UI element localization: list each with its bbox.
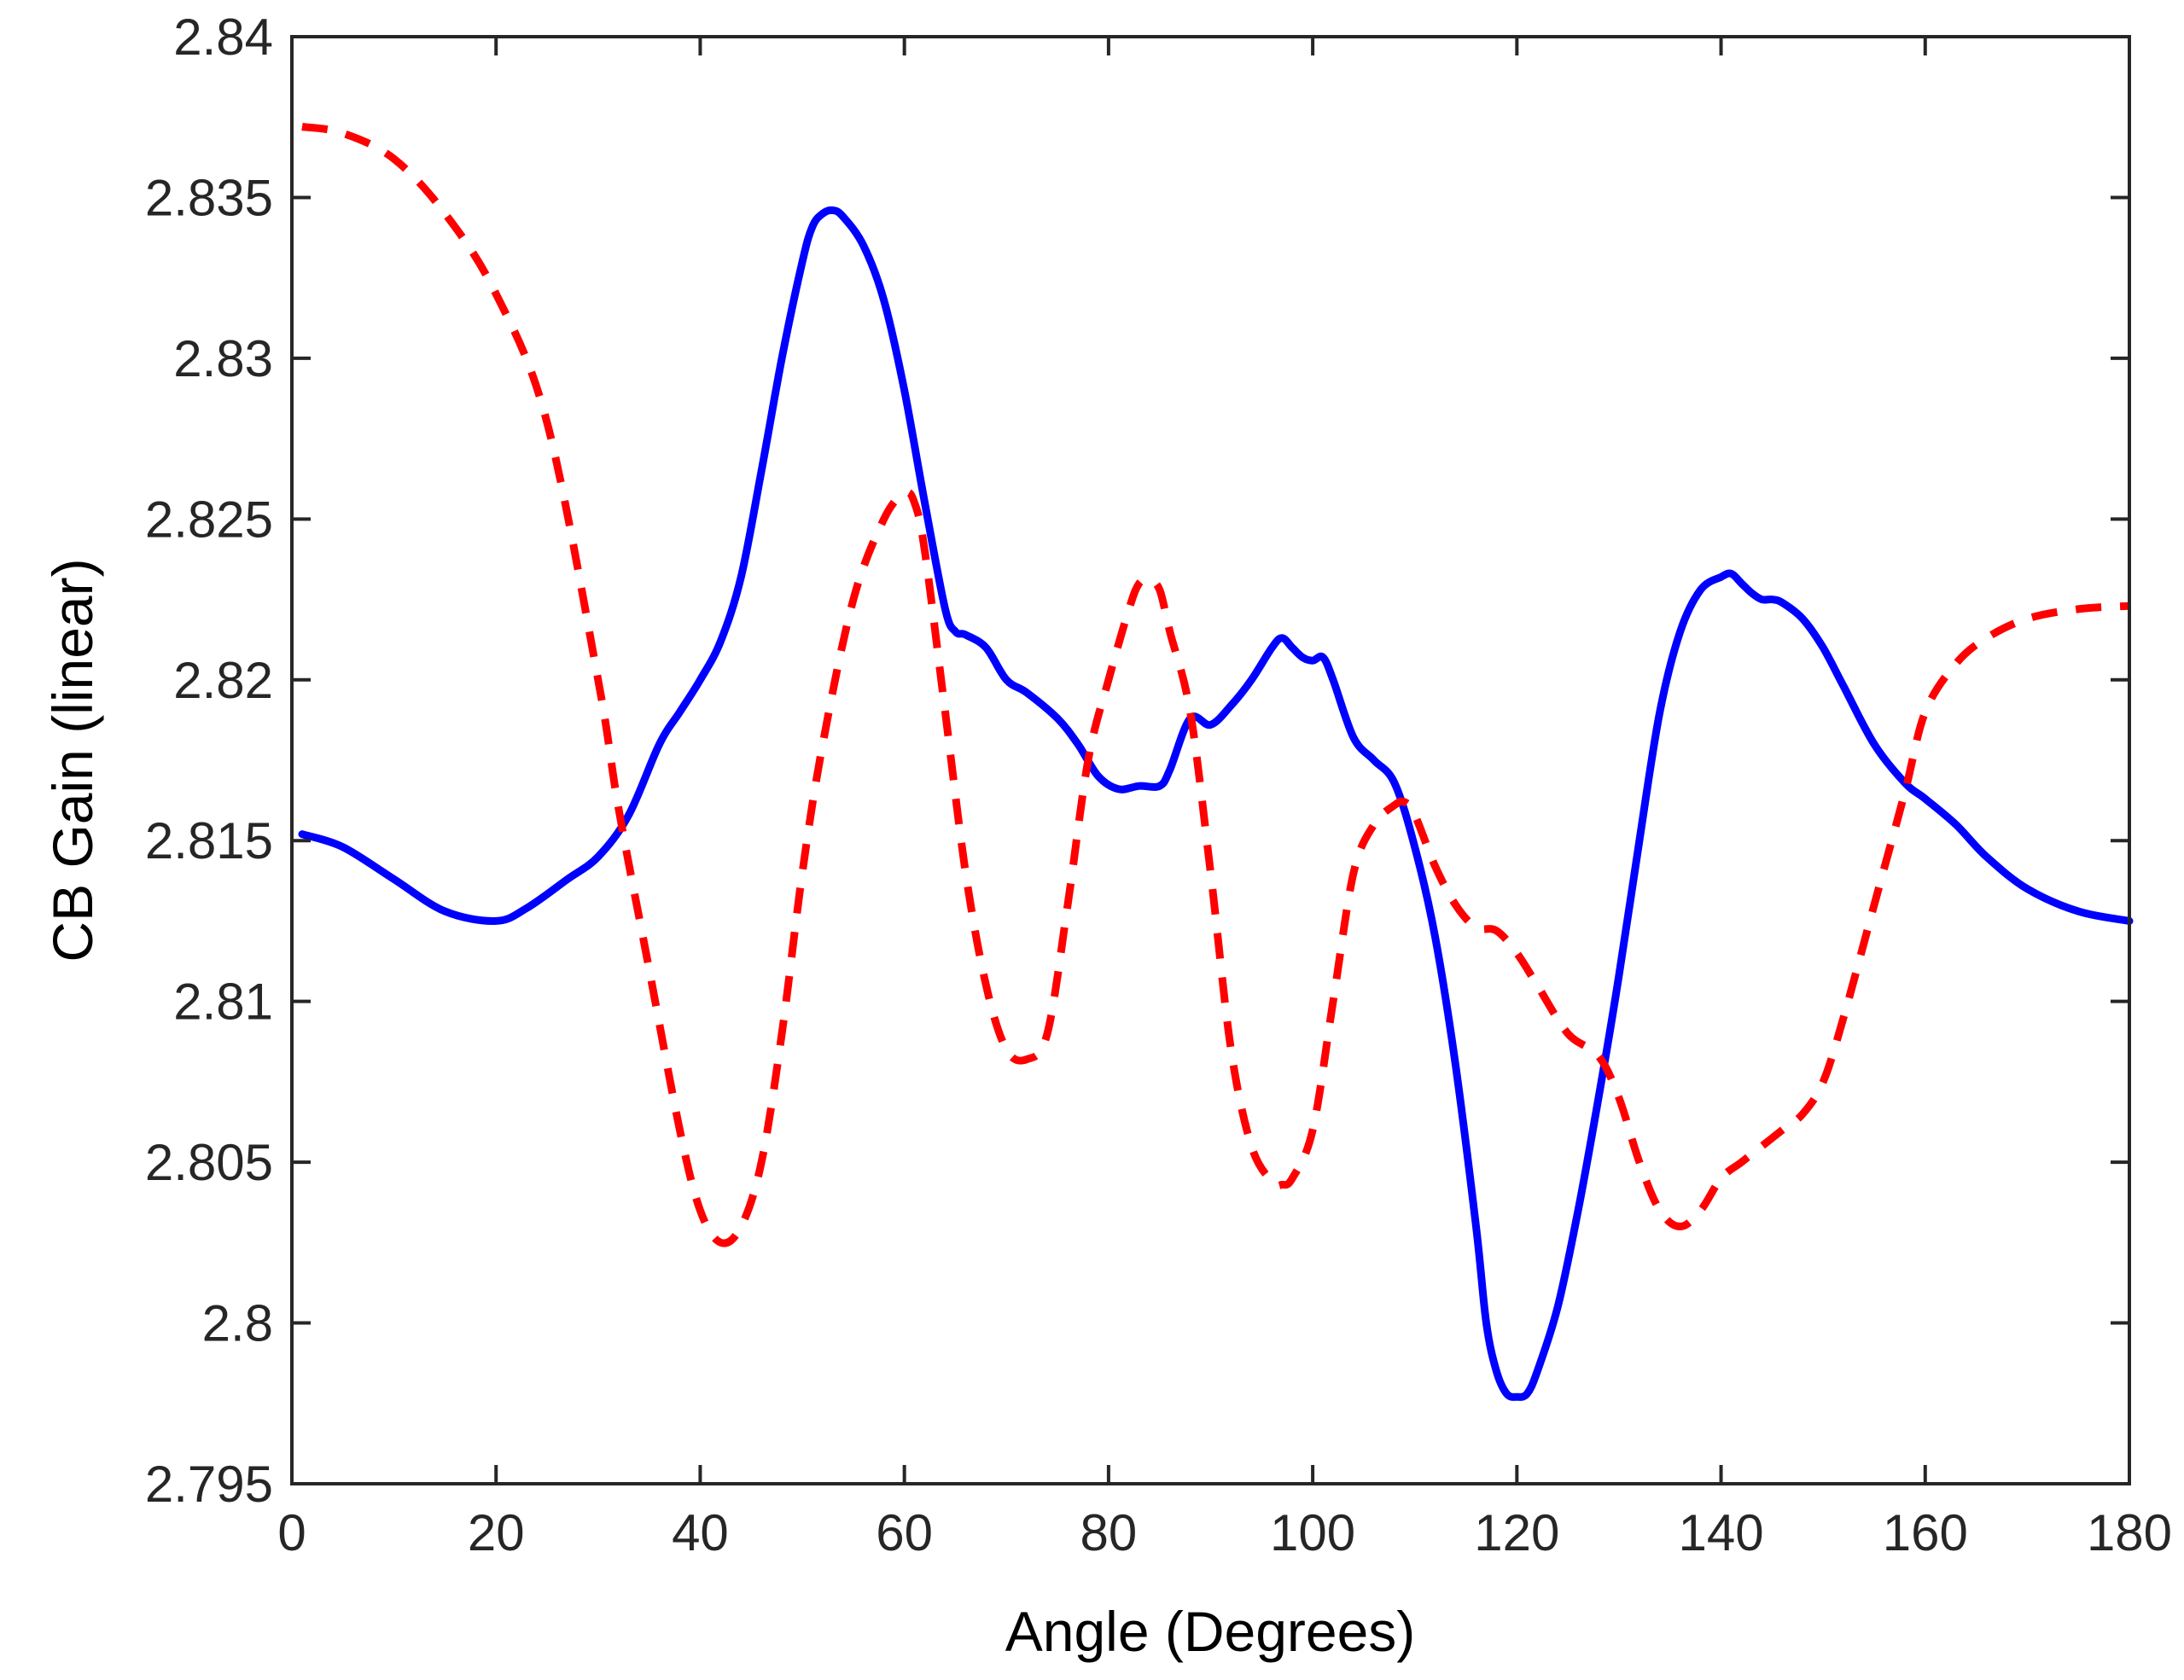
x-tick-label: 160: [1883, 1504, 1968, 1561]
y-tick-label: 2.8: [202, 1295, 273, 1352]
x-tick-label: 140: [1679, 1504, 1764, 1561]
x-tick-label: 40: [672, 1504, 729, 1561]
x-tick-label: 100: [1270, 1504, 1355, 1561]
x-tick-label: 60: [876, 1504, 933, 1561]
y-tick-label: 2.84: [173, 9, 273, 66]
x-axis-label: Angle (Degrees): [1005, 1600, 1416, 1663]
plot-frame: [290, 35, 2131, 1485]
tick-layer: 0 20 40 60 80 100 120 140 160 180 2.795 2.8 2.805 2.8…: [145, 9, 2172, 1561]
y-tick-label: 2.815: [145, 812, 273, 869]
y-tick-label: 2.835: [145, 169, 273, 226]
series-line-2-dashed: [301, 123, 2130, 1247]
series-layer: [298, 123, 2134, 1401]
y-tick-label: 2.82: [173, 652, 273, 709]
y-tick-label: 2.83: [173, 330, 273, 387]
x-tick-label: 180: [2087, 1504, 2172, 1561]
y-tick-label: 2.825: [145, 491, 273, 548]
y-tick-label: 2.81: [173, 974, 273, 1031]
x-tick-label: 80: [1080, 1504, 1138, 1561]
x-tick-label: 120: [1474, 1504, 1559, 1561]
y-tick-label: 2.795: [145, 1456, 273, 1513]
x-tick-label: 0: [277, 1504, 306, 1561]
x-tick-label: 20: [468, 1504, 525, 1561]
series-line-1-solid: [298, 206, 2134, 1401]
y-tick-label: 2.805: [145, 1134, 273, 1191]
y-axis-label: CB Gain (linear): [41, 558, 104, 962]
